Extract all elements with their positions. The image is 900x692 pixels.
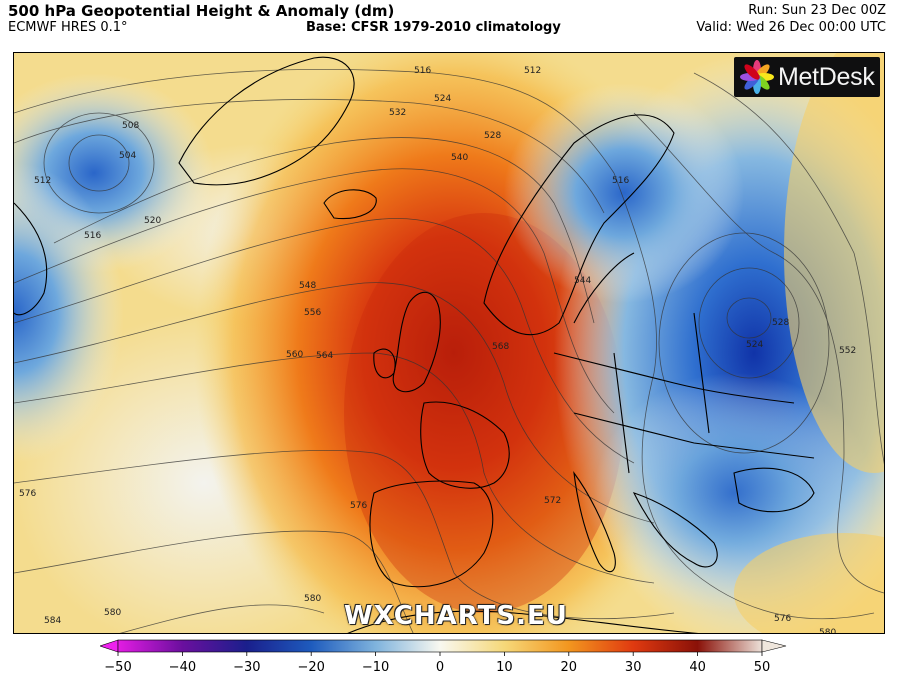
- contour-label: 540: [451, 153, 468, 163]
- contour-label: 576: [774, 614, 791, 624]
- contour-label: 552: [839, 346, 856, 356]
- contour-label: 564: [316, 351, 333, 361]
- wxcharts-watermark: WXCHARTS.EU: [344, 601, 568, 631]
- metdesk-logo: MetDesk: [734, 57, 880, 97]
- contour-label: 576: [350, 501, 367, 511]
- colorbar-tick-label: 30: [625, 660, 642, 675]
- colorbar-min-arrow: [99, 639, 119, 653]
- contour-label: 548: [299, 281, 316, 291]
- contour-label: 528: [484, 131, 501, 141]
- colorbar-tick-label: 10: [496, 660, 513, 675]
- colorbar-tick-label: 50: [754, 660, 771, 675]
- contour-label: 516: [414, 66, 431, 76]
- contour-label: 512: [524, 66, 541, 76]
- climatology-base: Base: CFSR 1979-2010 climatology: [306, 20, 561, 35]
- valid-time: Valid: Wed 26 Dec 00:00 UTC: [696, 20, 886, 35]
- colorbar-tick-label: −30: [233, 660, 260, 675]
- contour-label: 524: [434, 94, 451, 104]
- colorbar-tick-label: 0: [436, 660, 444, 675]
- colorbar-tick-label: −10: [362, 660, 389, 675]
- colorbar-gradient: [117, 639, 763, 653]
- anomaly-map: 508 504 512 516 520 516 512 524 528 532 …: [13, 52, 885, 634]
- colorbar: −50 −40 −30 −20 −10 0 10 20 30 40 50: [99, 638, 790, 688]
- contour-label: 512: [34, 176, 51, 186]
- contour-label: 504: [119, 151, 136, 161]
- metdesk-logo-text: MetDesk: [778, 62, 875, 91]
- colorbar-tick-label: −20: [297, 660, 324, 675]
- colorbar-tick-label: 20: [561, 660, 578, 675]
- run-time: Run: Sun 23 Dec 00Z: [748, 3, 886, 18]
- metdesk-flower-icon: [740, 60, 774, 94]
- contour-label: 524: [746, 340, 763, 350]
- colorbar-svg: −50 −40 −30 −20 −10 0 10 20 30 40 50: [99, 639, 787, 675]
- contour-label: 576: [19, 489, 36, 499]
- contour-label: 580: [819, 628, 836, 634]
- contour-label: 580: [104, 608, 121, 618]
- contour-label: 584: [44, 616, 61, 626]
- contour-label: 556: [304, 308, 321, 318]
- contour-label: 528: [772, 318, 789, 328]
- contour-label: 580: [304, 594, 321, 604]
- contour-label: 568: [492, 342, 509, 352]
- map-canvas: 508 504 512 516 520 516 512 524 528 532 …: [14, 53, 884, 634]
- contour-label: 544: [574, 276, 591, 286]
- contour-label: 532: [389, 108, 406, 118]
- colorbar-tick-label: 40: [689, 660, 706, 675]
- contour-label: 516: [84, 231, 101, 241]
- contour-label: 560: [286, 350, 303, 360]
- colorbar-tick-label: −50: [104, 660, 131, 675]
- contour-label: 520: [144, 216, 161, 226]
- contour-label: 572: [544, 496, 561, 506]
- contour-label: 508: [122, 121, 139, 131]
- colorbar-tick-label: −40: [169, 660, 196, 675]
- model-label: ECMWF HRES 0.1°: [8, 20, 128, 35]
- contour-label: 516: [612, 176, 629, 186]
- chart-title: 500 hPa Geopotential Height & Anomaly (d…: [8, 2, 395, 20]
- colorbar-max-arrow: [761, 639, 787, 653]
